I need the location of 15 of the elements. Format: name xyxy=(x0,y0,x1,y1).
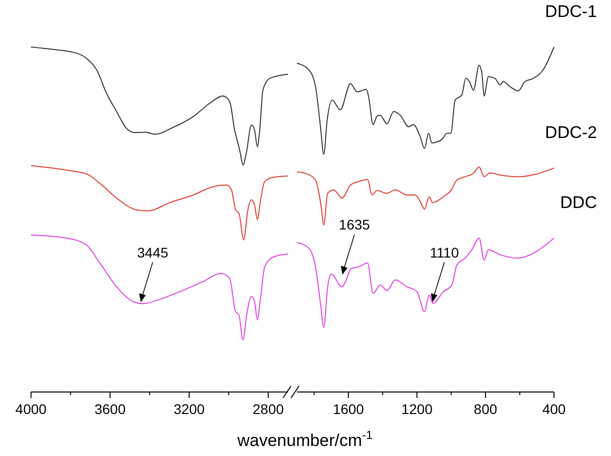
x-tick-label: 3600 xyxy=(94,401,126,417)
x-axis-title: wavenumber/cm$^{-1}$ xyxy=(236,428,374,450)
series-label: DDC-1 xyxy=(545,2,597,21)
x-tick-label: 800 xyxy=(474,401,498,417)
annotation: 1110 xyxy=(430,244,460,260)
x-tick-label: 4000 xyxy=(15,401,47,417)
x-tick-label: 1200 xyxy=(401,401,433,417)
annotation: 1635 xyxy=(338,216,370,233)
x-tick-label: 2800 xyxy=(252,401,284,417)
x-tick-label: 3200 xyxy=(174,401,205,417)
annotation: 3445 xyxy=(137,244,168,260)
series-label: DDC-2 xyxy=(545,123,597,142)
series-label: DDC xyxy=(560,193,597,212)
x-tick-label: 400 xyxy=(542,401,566,417)
x-tick-label: 1600 xyxy=(332,401,364,417)
